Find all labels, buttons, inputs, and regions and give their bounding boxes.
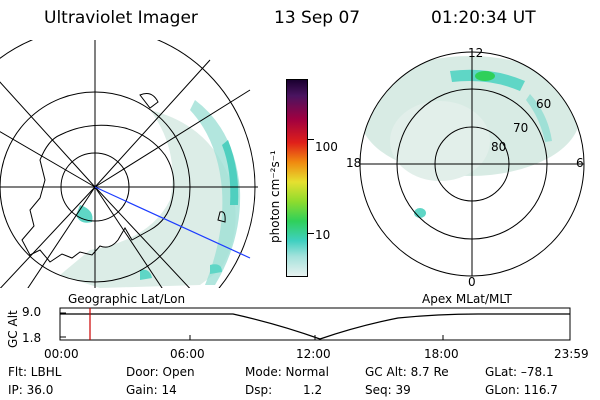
lat-lon-grid [0,40,258,288]
dsp-value: 1.2 [303,383,323,397]
door-info: Door: Open [126,365,195,379]
seq-info: Seq: 39 [365,383,411,397]
apex-map-label: Apex MLat/MLT [422,292,512,306]
gain-info: Gain: 14 [126,383,177,397]
altitude-tick-9: 9.0 [22,305,42,319]
gc-alt-info: GC Alt: 8.7 Re [365,365,449,379]
mode-info: Mode: Normal [245,365,329,379]
altitude-axis-label: GC Alt [6,310,20,348]
filter-info: Flt: LBHL [8,365,62,379]
time-tick-2359: 23:59 [554,347,589,361]
color-scale-bar [286,79,308,277]
mlat-label-70: 70 [513,121,529,135]
mlt-label-12: 12 [468,46,484,60]
observation-date: 13 Sep 07 [274,8,361,28]
ip-info: IP: 36.0 [8,383,54,397]
time-tick-1200: 12:00 [296,347,331,361]
mlt-label-18: 18 [346,156,362,170]
colorbar-tick-10 [308,233,314,234]
polar-grid [359,51,585,277]
geographic-map [0,40,258,288]
colorbar-label-100: 100 [315,140,338,154]
mlt-label-0: 0 [468,275,476,289]
time-tick-0000: 00:00 [44,347,79,361]
observation-time: 01:20:34 UT [431,8,536,28]
mlat-label-80: 80 [491,140,507,154]
colorbar-tick-100 [308,139,314,140]
aurora-emission-left [60,100,241,288]
time-tick-0600: 06:00 [170,347,205,361]
glon-info: GLon: 116.7 [485,383,558,397]
altitude-curve [60,313,570,340]
altitude-tick-1-8: 1.8 [22,331,42,345]
mlt-label-6: 6 [576,156,584,170]
aurora-emission-right [360,56,580,218]
mlat-label-60: 60 [536,97,552,111]
time-tick-1800: 18:00 [424,347,459,361]
geographic-map-label: Geographic Lat/Lon [68,292,186,306]
dsp-label: Dsp: [245,383,273,397]
magnetic-polar-plot [359,51,585,277]
glat-info: GLat: –78.1 [485,365,554,379]
colorbar-label-10: 10 [315,228,331,242]
satellite-track [94,186,251,259]
colorbar-unit-label: photon cm⁻²s⁻¹ [268,150,282,243]
altitude-timeline [59,307,571,341]
instrument-title: Ultraviolet Imager [44,8,198,28]
coastline [21,93,226,263]
